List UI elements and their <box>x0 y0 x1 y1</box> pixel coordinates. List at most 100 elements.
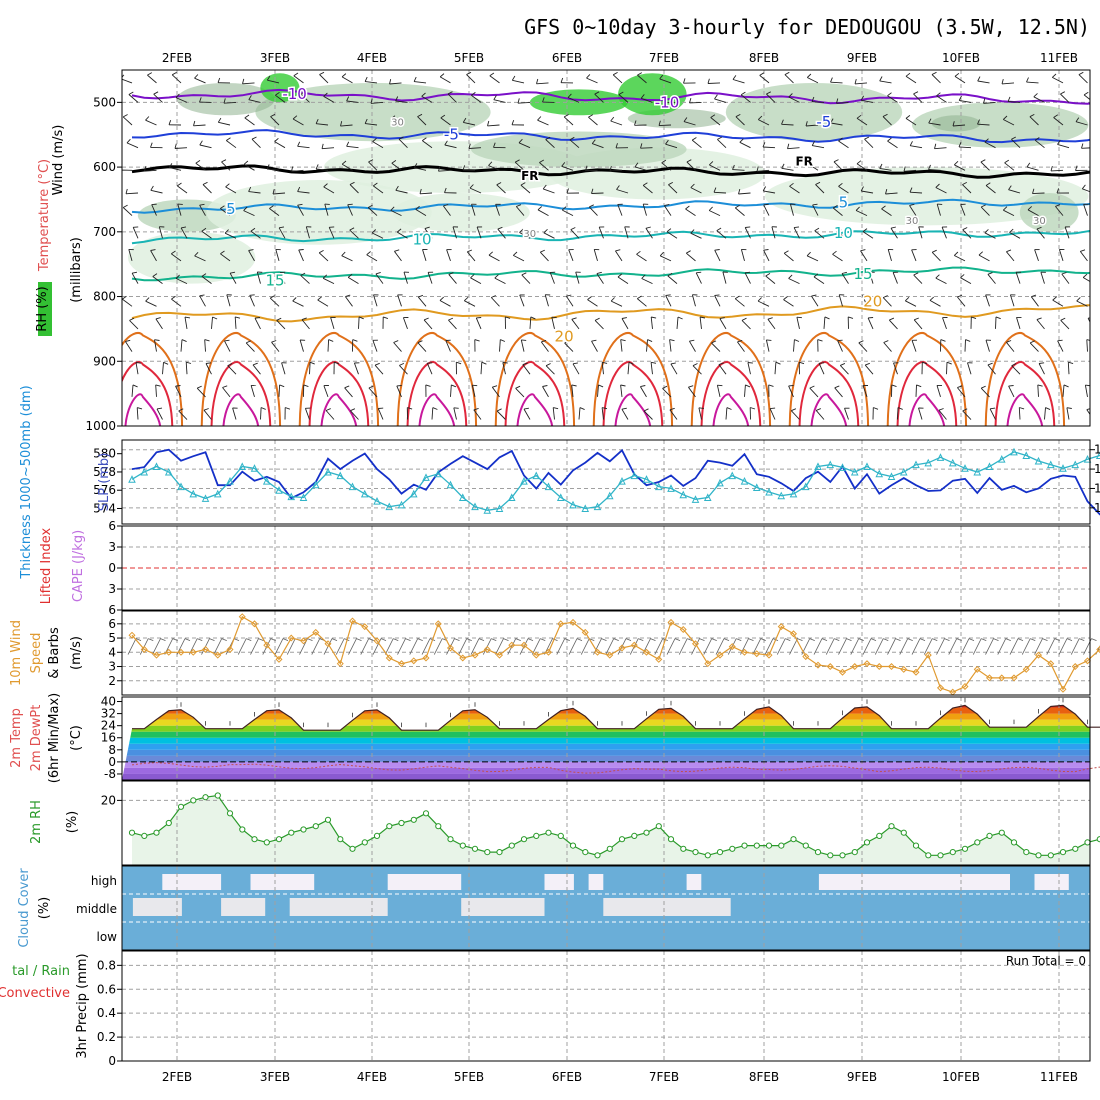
wind-barb-flag <box>399 362 405 366</box>
wind-barb-flag <box>855 206 860 211</box>
wind-barb <box>984 232 996 239</box>
thickness-marker <box>948 458 957 467</box>
wind-barb <box>670 363 678 375</box>
wind-barb <box>1036 228 1045 239</box>
wind-barb-flag <box>620 384 626 387</box>
wind-barb <box>450 384 452 397</box>
wind-barb <box>396 385 402 398</box>
wind-barb <box>452 226 457 239</box>
wind-10m-barb <box>348 638 357 655</box>
wind-barb-flag <box>817 339 823 342</box>
rh-2m-marker <box>263 839 270 846</box>
wind-barb <box>1026 166 1039 171</box>
wind-barb <box>250 230 261 239</box>
wind-barb <box>855 210 868 217</box>
wind-barb-flag <box>768 384 774 387</box>
wind-barb <box>417 116 427 126</box>
wind-barb-flag <box>856 114 862 119</box>
thickness-marker <box>777 491 786 500</box>
warm-contour <box>788 332 869 426</box>
wind-barb <box>1008 189 1021 194</box>
isotherm-line <box>131 164 1090 179</box>
wind-barb <box>422 249 427 262</box>
wind-barb-flag <box>588 114 594 118</box>
wind-barb <box>959 99 972 103</box>
wind-barb-flag <box>300 272 306 276</box>
wind-barb <box>445 340 451 352</box>
wind-10m-barb <box>752 638 762 655</box>
wind-barb <box>417 296 427 307</box>
wind-10m-barb <box>568 638 578 655</box>
wind-barb <box>987 364 996 375</box>
wind-barb-flag <box>394 249 400 252</box>
wind-barb <box>350 410 359 420</box>
wind-barb <box>520 339 525 352</box>
wind-barb-flag <box>665 139 669 145</box>
wind-barb-flag <box>692 363 698 367</box>
wind-10m-barb-flag <box>846 638 852 641</box>
warm-contour <box>124 393 162 426</box>
wind-barb-flag <box>796 316 802 319</box>
wind-barb-flag <box>341 251 346 257</box>
wind-barb-flag <box>349 227 355 231</box>
contour-label: 10 <box>834 224 853 242</box>
wind-barb <box>515 206 525 216</box>
wind-barb-flag <box>618 91 624 95</box>
wind-barb-flag <box>541 339 547 343</box>
wind-barb <box>686 161 696 171</box>
wind-10m-line <box>131 615 1100 693</box>
wind-barb <box>587 299 598 307</box>
wind-barb <box>365 123 378 126</box>
wind-barb-flag <box>756 166 759 172</box>
wind-barb <box>299 339 304 352</box>
wind-10m-barb-flag <box>797 638 803 641</box>
wind-10m-marker <box>655 655 663 663</box>
wind-barb <box>815 184 825 194</box>
wind-barb-flag <box>814 227 820 232</box>
rh-2m-marker <box>361 839 368 846</box>
wind-barb-flag <box>489 72 495 77</box>
wind-barb-flag <box>321 143 324 149</box>
wind-barb-flag <box>710 114 716 118</box>
wind-barb-flag <box>315 164 319 170</box>
wind-10m-barb-flag <box>834 638 840 641</box>
wind-10m-barb-flag <box>135 638 142 641</box>
wind-barb <box>1004 162 1015 171</box>
wind-barb-flag <box>1052 296 1057 301</box>
wind-barb-flag <box>518 138 523 144</box>
wind-barb-flag <box>883 340 889 343</box>
wind-barb-flag <box>393 340 399 343</box>
wind-barb <box>781 123 794 126</box>
wind-barb <box>862 231 874 239</box>
wind-barb-flag <box>205 362 212 364</box>
wind-barb <box>349 184 359 194</box>
wind-barb <box>122 116 133 126</box>
lifted-ytick: 0 <box>108 561 116 575</box>
wind-barb-flag <box>938 408 944 411</box>
warm-contour <box>210 361 272 426</box>
wind-10m-barb-flag <box>625 638 632 641</box>
wind-barb <box>807 77 819 84</box>
cloud-mid-clear <box>642 898 731 916</box>
wind-barb <box>468 147 482 149</box>
wind-10m-barb-flag <box>907 638 913 641</box>
warm-contour <box>222 393 260 426</box>
wind-barb <box>155 384 157 397</box>
wind-10m-marker <box>814 661 822 669</box>
temp-band <box>122 767 1090 774</box>
wind-barb-flag <box>615 143 618 149</box>
warm-contour <box>504 361 566 426</box>
contour-label: 5 <box>839 194 849 212</box>
wind-barb <box>960 204 966 216</box>
wind-10m-marker <box>459 654 467 662</box>
wind-barb <box>471 204 476 216</box>
contour-label: FR <box>795 155 812 169</box>
wind-barb <box>251 138 261 149</box>
wind-barb-flag <box>462 117 467 123</box>
ua-ytick: 500 <box>93 95 116 109</box>
wind-barb-flag <box>741 317 747 321</box>
wind-barb-flag <box>612 72 618 76</box>
wind-barb <box>941 226 947 239</box>
wind-barb-flag <box>609 165 612 172</box>
wind-10m-barb <box>556 638 566 655</box>
